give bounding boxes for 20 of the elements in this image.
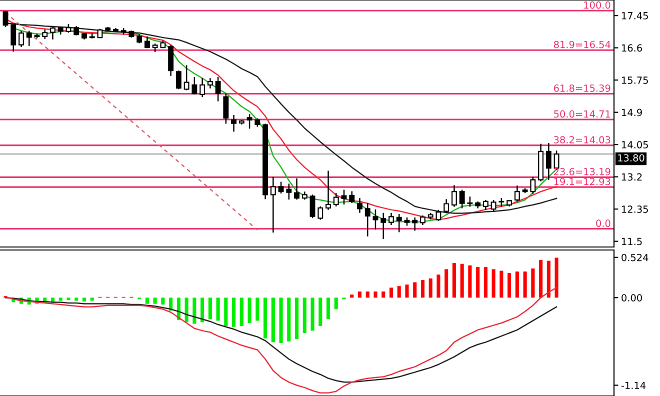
y-tick-label: 0.524 xyxy=(622,254,648,262)
text: 0.0 xyxy=(596,220,610,227)
y-tick-label: 13.2 xyxy=(622,173,642,181)
y-tick-label: 11.5 xyxy=(622,238,642,246)
ref-line-label: 61.8=15.39 xyxy=(554,84,610,92)
y-tick-label: 0.00 xyxy=(622,294,642,302)
text: 100.0 xyxy=(584,1,610,9)
y-tick-label: 17.45 xyxy=(622,12,648,20)
ref-line-label: 19.1=12.93 xyxy=(554,178,610,186)
ref-line-label: 50.0=14.71 xyxy=(554,110,610,118)
y-tick-label: 16.6 xyxy=(622,44,642,52)
y-tick-label: 12.35 xyxy=(622,206,648,213)
ref-line-label: 13.80 xyxy=(618,154,644,162)
ref-line-label: 38.2=14.03 xyxy=(554,136,610,144)
ref-line-label: 81.9=16.54 xyxy=(554,40,610,48)
y-tick-label: -1.14 xyxy=(621,382,646,389)
ref-line-label: 23.6=13.19 xyxy=(554,168,610,176)
y-tick-label: 14.9 xyxy=(622,108,642,116)
y-tick-label: 15.75 xyxy=(622,76,648,84)
y-tick-label: 14.05 xyxy=(622,141,648,148)
